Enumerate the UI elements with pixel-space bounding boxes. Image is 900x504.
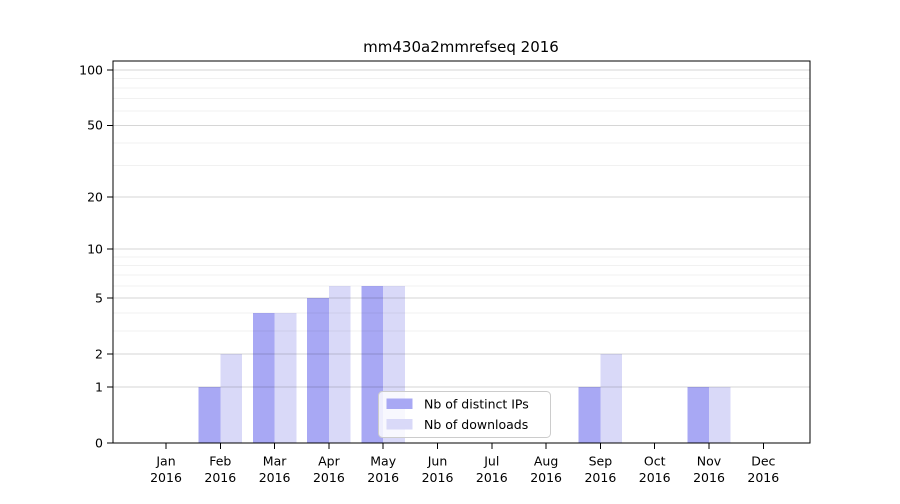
x-tick-label-month-jan: Jan xyxy=(155,454,175,469)
legend-swatch-distinct-ips xyxy=(386,398,413,409)
legend-swatch-downloads xyxy=(386,419,413,430)
x-tick-label-year-apr: 2016 xyxy=(313,470,345,485)
bar-distinct-ips-may xyxy=(361,285,384,443)
x-tick-label-year-oct: 2016 xyxy=(639,470,671,485)
x-tick-label-year-jun: 2016 xyxy=(422,470,454,485)
y-tick-label-2: 2 xyxy=(95,347,103,362)
x-tick-label-year-jul: 2016 xyxy=(476,470,508,485)
legend-label-distinct-ips: Nb of distinct IPs xyxy=(424,397,529,412)
bar-distinct-ips-nov xyxy=(687,387,709,443)
x-tick-label-year-dec: 2016 xyxy=(747,470,779,485)
x-tick-label-month-oct: Oct xyxy=(644,454,666,469)
bar-distinct-ips-apr xyxy=(307,298,329,443)
x-tick-label-year-may: 2016 xyxy=(367,470,399,485)
legend: Nb of distinct IPs Nb of downloads xyxy=(378,391,551,438)
x-tick-label-year-nov: 2016 xyxy=(693,470,725,485)
x-tick-label-month-may: May xyxy=(370,454,396,469)
x-tick-label-year-jan: 2016 xyxy=(150,470,182,485)
y-tick-label-0: 0 xyxy=(95,435,103,450)
plot-border xyxy=(112,60,811,444)
x-tick-label-year-sep: 2016 xyxy=(584,470,616,485)
bar-downloads-sep xyxy=(600,354,623,443)
x-tick-label-year-mar: 2016 xyxy=(259,470,291,485)
bar-downloads-mar xyxy=(274,312,297,443)
bar-distinct-ips-feb xyxy=(198,387,221,443)
x-tick-label-month-feb: Feb xyxy=(209,454,231,469)
legend-box xyxy=(378,391,551,438)
bar-distinct-ips-sep xyxy=(578,387,601,443)
x-tick-label-year-aug: 2016 xyxy=(530,470,562,485)
x-tick-label-month-jun: Jun xyxy=(427,454,448,469)
legend-label-downloads: Nb of downloads xyxy=(424,417,528,432)
x-tick-label-month-dec: Dec xyxy=(751,454,775,469)
bar-downloads-feb xyxy=(220,354,242,443)
x-tick-label-month-apr: Apr xyxy=(318,454,340,469)
y-tick-label-10: 10 xyxy=(87,242,103,257)
y-tick-label-5: 5 xyxy=(95,291,103,306)
x-tick-label-month-mar: Mar xyxy=(263,454,287,469)
bar-downloads-nov xyxy=(709,387,731,443)
x-tick-label-year-feb: 2016 xyxy=(204,470,236,485)
y-tick-label-100: 100 xyxy=(79,62,103,77)
x-tick-label-month-sep: Sep xyxy=(589,454,613,469)
y-tick-label-20: 20 xyxy=(87,189,103,204)
bar-distinct-ips-mar xyxy=(252,312,275,443)
axes-layer: 0125102050100Jan2016Feb2016Mar2016Apr201… xyxy=(79,60,811,485)
y-tick-label-50: 50 xyxy=(87,118,103,133)
bar-downloads-apr xyxy=(328,285,351,443)
gridlines-layer xyxy=(113,69,810,388)
chart-title: mm430a2mmrefseq 2016 xyxy=(363,38,559,56)
x-tick-label-month-jul: Jul xyxy=(483,454,499,469)
x-tick-label-month-nov: Nov xyxy=(697,454,722,469)
x-tick-label-month-aug: Aug xyxy=(534,454,558,469)
y-tick-label-1: 1 xyxy=(95,379,103,394)
